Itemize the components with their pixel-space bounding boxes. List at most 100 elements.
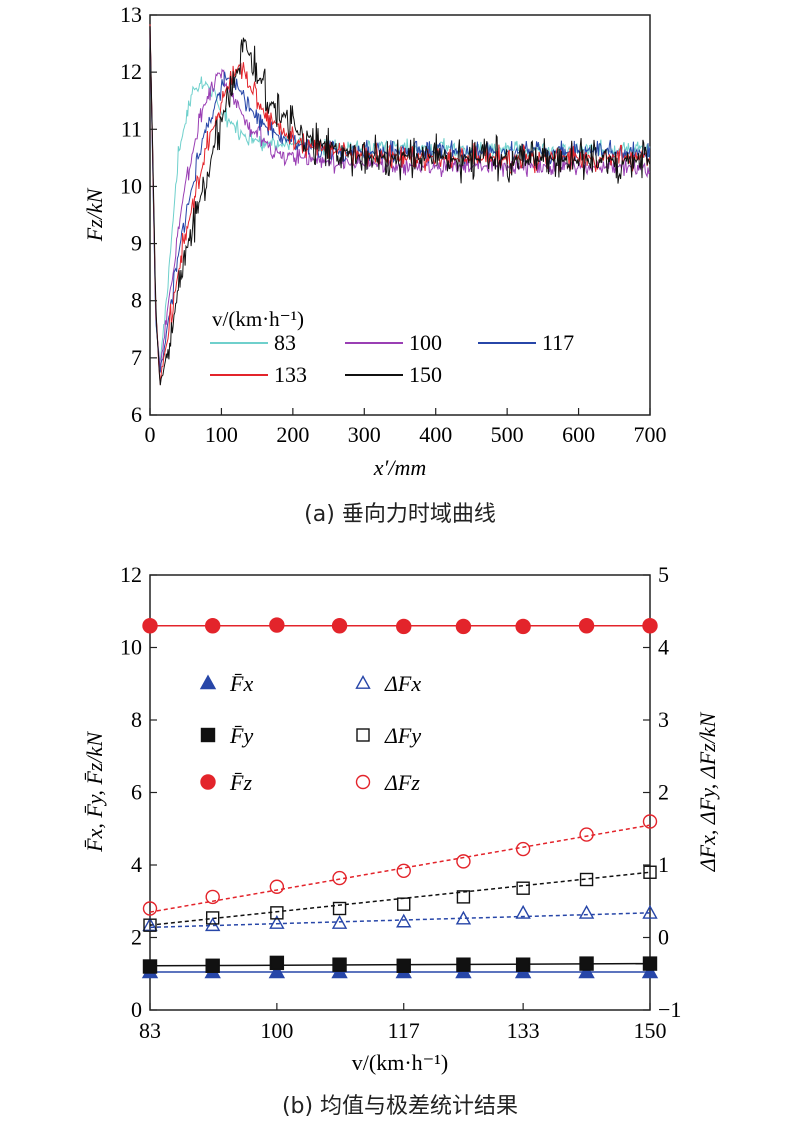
legend-marker-ΔFz	[355, 774, 371, 790]
right-y-tick-label: 5	[658, 562, 669, 587]
data-point-ΔFz	[332, 870, 347, 886]
x-tick-label: 500	[491, 422, 524, 447]
data-point-ΔFz	[456, 854, 471, 869]
x-tick-label: 83	[139, 1018, 161, 1043]
fit-line-ΔFx	[149, 912, 651, 929]
left-y-tick-label: 0	[131, 997, 142, 1022]
y-axis-ticks-a: 6 7 8 9 10 11 12 13	[120, 2, 157, 427]
left-y-tick-label: 4	[131, 852, 142, 877]
caption-b: (b) 均值与极差统计结果	[281, 1094, 519, 1119]
x-tick-label: 700	[634, 422, 667, 447]
data-point-ΔFy	[270, 906, 284, 920]
data-point-ΔFx	[515, 904, 531, 919]
data-point-F̄y	[332, 957, 347, 972]
data-point-ΔFy	[516, 881, 530, 895]
left-y-axis-ticks-b: 0 2 4 6 8 10 12	[120, 562, 157, 1022]
data-point-ΔFy	[579, 872, 594, 887]
right-y-axis-ticks-b: −1 0 1 2 3 4 5	[643, 562, 681, 1022]
series-points-b	[141, 617, 659, 979]
data-point-ΔFx	[455, 910, 472, 925]
data-point-F̄z	[204, 618, 221, 634]
data-point-F̄x	[578, 963, 595, 979]
data-point-F̄y	[142, 959, 158, 974]
legend-label-117: 117	[542, 330, 574, 355]
legend-title-a: v/(km·h⁻¹)	[212, 307, 304, 331]
data-point-ΔFz	[396, 863, 411, 878]
caption-a: (a) 垂向力时域曲线	[304, 502, 496, 527]
legend-marker-F̄y	[200, 727, 216, 743]
x-axis-label-a: x′/mm	[373, 455, 426, 480]
data-point-F̄y	[642, 956, 658, 971]
data-point-ΔFz	[515, 841, 531, 857]
legend-label-150: 150	[409, 362, 442, 387]
data-point-ΔFy	[143, 918, 157, 932]
left-y-tick-label: 8	[131, 707, 142, 732]
legend-label-ΔFy: ΔFy	[384, 723, 421, 748]
x-tick-label: 600	[562, 422, 595, 447]
y-tick-label: 7	[131, 345, 142, 370]
chart-vertical-force-time-domain: 0 100 200 300 400 500 600 700 6 7 8 9 10 11 12 13 x′/m…	[82, 2, 667, 480]
data-point-F̄x	[268, 963, 286, 979]
y-tick-label: 11	[121, 116, 142, 141]
data-point-ΔFy	[397, 897, 411, 911]
data-point-F̄z	[331, 618, 348, 634]
right-y-tick-label: 1	[658, 852, 669, 877]
data-point-F̄z	[578, 618, 595, 634]
legend-label-F̄x: F̄x	[229, 671, 253, 696]
legend-marker-ΔFx	[355, 675, 371, 689]
data-point-ΔFy	[456, 890, 471, 904]
left-y-axis-label-b: F̄x, F̄y, F̄z/kN	[82, 731, 107, 853]
data-point-F̄z	[396, 618, 412, 635]
fit-line-ΔFz	[149, 824, 651, 913]
x-tick-label: 133	[507, 1018, 540, 1043]
legend-label-ΔFx: ΔFx	[384, 671, 421, 696]
x-tick-label: 150	[634, 1018, 667, 1043]
left-y-tick-label: 12	[120, 562, 142, 587]
right-y-axis-label-b: ΔFx, ΔFy, ΔFz/kN	[695, 711, 720, 872]
data-point-F̄z	[142, 618, 158, 634]
legend-marker-ΔFy	[356, 728, 370, 742]
y-axis-label-a: Fz/kN	[82, 187, 107, 242]
right-y-tick-label: 0	[658, 925, 669, 950]
x-tick-label: 100	[205, 422, 238, 447]
x-axis-label-b: v/(km·h⁻¹)	[352, 1050, 448, 1075]
x-axis-ticks-b: 83 100 117 133 150	[139, 1003, 667, 1043]
data-point-F̄y	[269, 955, 285, 971]
legend-b: F̄x F̄y F̄z ΔFx ΔFy ΔFz	[199, 671, 421, 795]
data-point-ΔFz	[142, 901, 158, 916]
y-tick-label: 6	[131, 402, 142, 427]
data-point-ΔFz	[579, 827, 594, 842]
right-y-tick-label: 2	[658, 780, 669, 805]
left-y-tick-label: 2	[131, 925, 142, 950]
data-point-F̄y	[396, 958, 411, 973]
left-y-tick-label: 6	[131, 780, 142, 805]
x-tick-label: 400	[419, 422, 452, 447]
legend-label-F̄y: F̄y	[229, 723, 253, 748]
right-y-tick-label: −1	[658, 997, 681, 1022]
data-point-ΔFy	[643, 865, 657, 879]
data-point-ΔFy	[205, 911, 220, 925]
data-point-F̄y	[579, 956, 594, 971]
legend-marker-F̄z	[200, 774, 216, 790]
y-tick-label: 12	[120, 59, 142, 84]
x-axis-ticks-a: 0 100 200 300 400 500 600 700	[145, 408, 667, 447]
data-point-ΔFz	[269, 879, 285, 894]
data-point-ΔFy	[332, 901, 347, 916]
x-tick-label: 117	[388, 1018, 420, 1043]
legend-label-F̄z: F̄z	[229, 770, 252, 795]
y-tick-label: 9	[131, 231, 142, 256]
data-point-F̄y	[205, 958, 220, 973]
data-point-F̄y	[515, 957, 531, 972]
data-point-ΔFx	[331, 915, 348, 929]
legend-label-ΔFz: ΔFz	[384, 770, 420, 795]
y-tick-label: 13	[120, 2, 142, 27]
data-point-F̄z	[642, 618, 658, 634]
legend-marker-F̄x	[199, 674, 217, 690]
right-y-tick-label: 4	[658, 635, 669, 660]
data-point-F̄z	[515, 618, 531, 635]
series-line-150	[149, 26, 651, 386]
data-point-F̄y	[456, 957, 471, 972]
data-point-ΔFx	[642, 904, 658, 919]
legend-a: v/(km·h⁻¹) 83 100 117 133 150	[210, 307, 574, 387]
